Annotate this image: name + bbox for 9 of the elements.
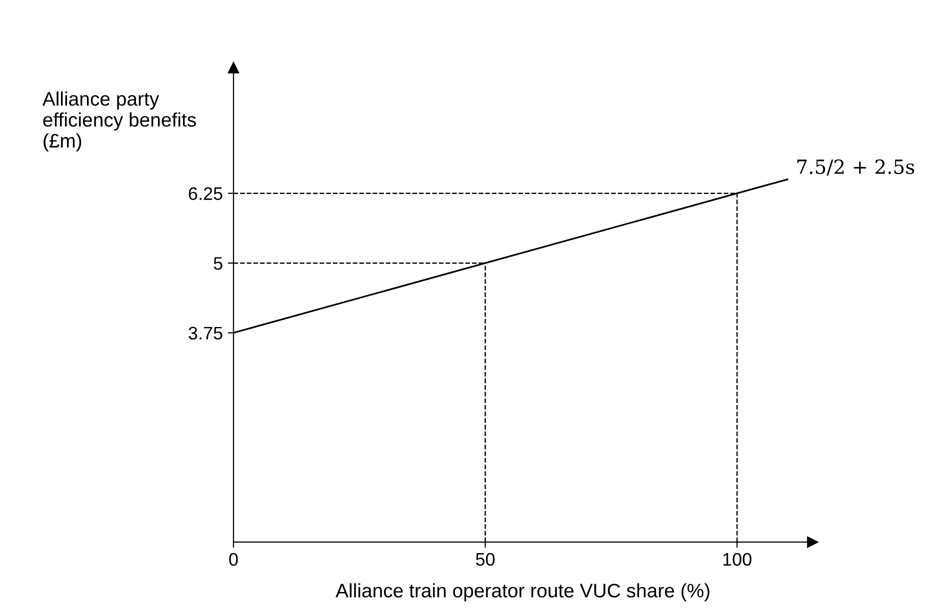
- x-tick-label: 100: [723, 552, 752, 566]
- y-tick-label: 3.75: [188, 326, 222, 340]
- x-axis-title: Alliance train operator route VUC share (%): [336, 583, 710, 602]
- y-axis-title: Alliance party efficiency benefits (£m): [42, 91, 196, 152]
- x-tick-label: 0: [229, 552, 238, 566]
- x-tick-label: 50: [476, 552, 495, 566]
- y-tick-label: 5: [214, 257, 222, 270]
- y-tick-label: 6.25: [188, 187, 222, 200]
- annotation: 7.5/2 + 2.5s: [797, 159, 914, 176]
